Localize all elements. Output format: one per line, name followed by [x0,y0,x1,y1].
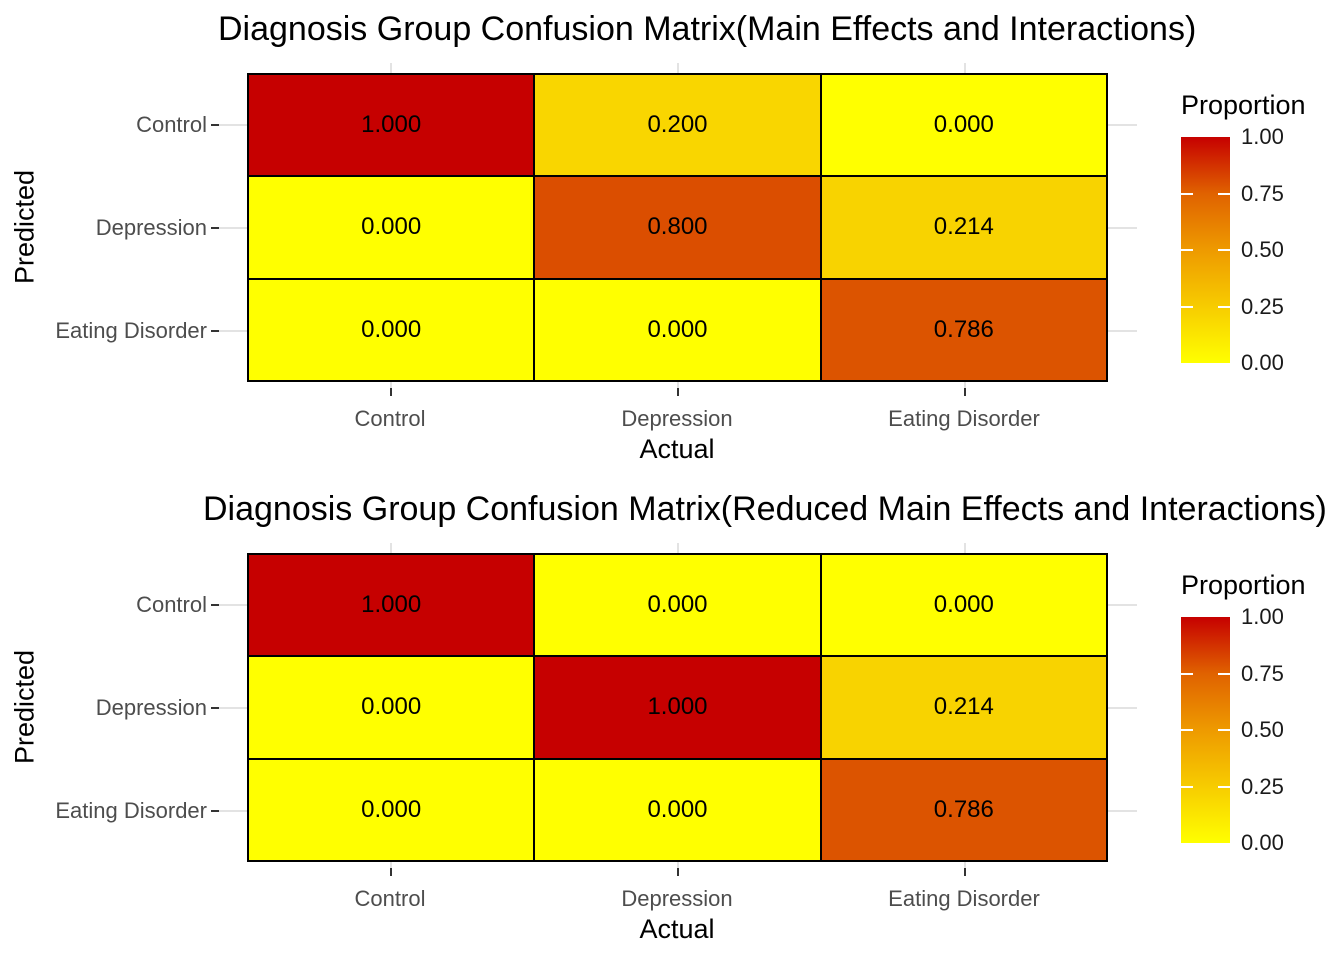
y-axis-title: Predicted [9,649,40,765]
x-axis-title: Actual [639,914,715,944]
heatmap-cell: 0.200 [534,74,821,177]
x-axis-tick [963,868,966,876]
colorbar-tick [1218,305,1230,308]
cell-value-label: 1.000 [361,111,422,139]
x-tick-label: Depression [621,886,733,911]
y-axis-tick [211,706,219,709]
colorbar-tick [1181,192,1193,195]
y-axis-tick [211,603,219,606]
colorbar-tick [1181,729,1193,731]
heatmap-cell: 0.000 [248,656,535,759]
x-tick-label: Control [354,886,426,911]
colorbar-tick [1181,305,1193,308]
cell-value-label: 0.214 [933,693,994,721]
cell-value-label: 0.000 [647,591,708,619]
heatmap-cell: 0.000 [820,74,1107,177]
legend-tick-label: 0.50 [1241,237,1284,262]
heatmap-cell: 0.000 [248,278,535,381]
y-axis-tick [211,226,219,229]
cell-value-label: 0.000 [647,795,708,823]
plot-panel: 1.000 0.000 0.000 0.000 1.000 0.214 0.00… [218,543,1137,868]
x-axis-tick [389,388,392,396]
legend-tick-label: 0.25 [1241,293,1284,319]
y-tick-label: Control [136,111,207,137]
cell-value-label: 0.000 [361,213,422,241]
x-axis-tick [963,388,966,396]
colorbar-tick [1181,249,1193,251]
legend-tick-label: 0.50 [1241,717,1284,742]
cell-value-label: 0.000 [361,795,422,823]
legend-tick-label: 0.00 [1241,350,1284,375]
cell-value-label: 0.800 [647,213,708,241]
chart-title: Diagnosis Group Confusion Matrix(Reduced… [203,490,1327,528]
y-tick-label: Eating Disorder [55,317,207,343]
cell-value-label: 0.000 [361,315,422,343]
colorbar-tick [1218,249,1230,251]
y-tick-label: Control [136,591,207,617]
colorbar-tick [1218,729,1230,731]
colorbar-tick [1181,672,1193,675]
heatmap-cell: 1.000 [248,554,535,657]
cell-value-label: 1.000 [647,693,708,721]
legend-tick-label: 0.00 [1241,830,1284,855]
heatmap-cell: 0.786 [820,758,1107,861]
cell-value-label: 0.214 [933,213,994,241]
heatmap-cell: 1.000 [248,74,535,177]
legend-title: Proportion [1181,90,1306,120]
heatmap-cell: 0.000 [820,554,1107,657]
y-axis-tick [211,809,219,812]
colorbar-tick [1181,785,1193,788]
cell-value-label: 1.000 [361,591,422,619]
heatmap-cell: 0.000 [248,758,535,861]
confusion-matrix-chart-reduced: Diagnosis Group Confusion Matrix(Reduced… [0,480,1344,960]
cell-value-label: 0.000 [361,693,422,721]
legend-colorbar [1181,137,1230,363]
heatmap-tiles: 1.000 0.000 0.000 0.000 1.000 0.214 0.00… [247,553,1108,862]
y-tick-label: Depression [95,694,207,720]
cell-value-label: 0.000 [933,111,994,139]
heatmap-cell: 0.800 [534,176,821,279]
heatmap-cell: 0.214 [820,176,1107,279]
cell-value-label: 0.786 [933,795,994,823]
heatmap-cell: 0.214 [820,656,1107,759]
y-axis-tick [211,123,219,126]
heatmap-cell: 0.786 [820,278,1107,381]
chart-title: Diagnosis Group Confusion Matrix(Main Ef… [218,10,1197,48]
y-axis-title: Predicted [9,169,40,285]
x-axis-tick [676,868,679,876]
heatmap-cell: 0.000 [534,554,821,657]
legend-tick-label: 0.75 [1241,660,1284,686]
x-tick-label: Depression [621,406,733,431]
legend-tick-label: 1.00 [1241,124,1284,149]
y-tick-label: Eating Disorder [55,797,207,823]
cell-value-label: 0.000 [647,315,708,343]
y-axis-tick [211,329,219,332]
colorbar-tick [1218,192,1230,195]
plot-panel: 1.000 0.200 0.000 0.000 0.800 0.214 0.00… [218,63,1137,388]
legend-colorbar [1181,617,1230,843]
confusion-matrix-chart-main: Diagnosis Group Confusion Matrix(Main Ef… [9,10,1306,464]
colorbar-tick [1218,785,1230,788]
heatmap-tiles: 1.000 0.200 0.000 0.000 0.800 0.214 0.00… [247,73,1108,382]
heatmap-cell: 1.000 [534,656,821,759]
x-axis-title: Actual [639,434,715,464]
x-tick-label: Control [354,406,426,431]
legend-tick-label: 0.25 [1241,773,1284,799]
x-axis-tick [676,388,679,396]
x-axis-tick [389,868,392,876]
y-tick-label: Depression [95,214,207,240]
cell-value-label: 0.200 [647,111,708,139]
heatmap-cell: 0.000 [534,758,821,861]
legend-tick-label: 0.75 [1241,180,1284,206]
x-tick-label: Eating Disorder [888,406,1040,431]
legend-title: Proportion [1181,570,1306,600]
cell-value-label: 0.000 [933,591,994,619]
legend-tick-label: 1.00 [1241,604,1284,629]
heatmap-cell: 0.000 [534,278,821,381]
x-tick-label: Eating Disorder [888,886,1040,911]
colorbar-tick [1218,672,1230,675]
cell-value-label: 0.786 [933,315,994,343]
heatmap-cell: 0.000 [248,176,535,279]
